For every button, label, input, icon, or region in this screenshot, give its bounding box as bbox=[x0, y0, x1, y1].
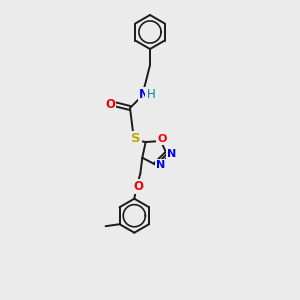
Text: N: N bbox=[167, 149, 176, 159]
Text: H: H bbox=[147, 88, 155, 101]
Text: O: O bbox=[133, 180, 143, 193]
Text: O: O bbox=[105, 98, 115, 110]
Text: O: O bbox=[157, 134, 167, 144]
Text: N: N bbox=[139, 88, 149, 101]
Text: S: S bbox=[131, 133, 141, 146]
Text: N: N bbox=[156, 160, 165, 170]
